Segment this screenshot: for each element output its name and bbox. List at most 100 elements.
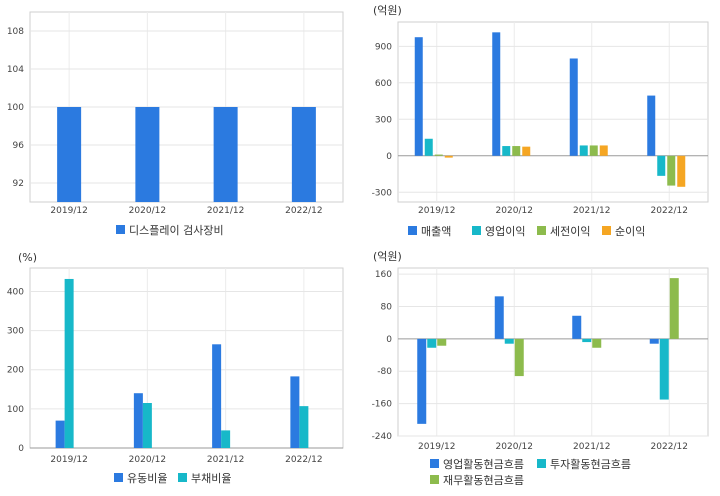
chart-panel-tl: 92 96 100 104 108 2019/12 2020/12 2021/12 2022/1…: [7, 11, 344, 237]
bar-2-2022-12: [657, 155, 666, 176]
x-tick-label: 2019/12: [418, 206, 455, 216]
axis-unit-label: (%): [18, 251, 37, 264]
chart-panel-bl: 0 100 200 300 400 (%) 2019/12 2020/12 2021/12 202…: [7, 251, 344, 485]
bar-1-2020-12: [135, 107, 160, 202]
y-tick-label: 92: [13, 179, 24, 189]
bar-1-2020-12: [494, 296, 504, 339]
legend-label: 부채비율: [191, 472, 231, 485]
y-tick-label: 0: [386, 335, 392, 345]
axis-unit-label: (억원): [373, 4, 402, 17]
legend-label: 세전이익: [550, 225, 590, 238]
bar-3-2022-12: [667, 155, 676, 186]
y-tick-label: -240: [372, 432, 393, 442]
bar-1-2020-12: [492, 32, 501, 156]
bar-3-2019-12: [437, 338, 447, 346]
bar-4-2022-12: [677, 155, 686, 187]
bar-3-2021-12: [589, 145, 598, 156]
bar-1-2022-12: [649, 338, 659, 344]
y-tick-label: 100: [7, 103, 24, 113]
legend-label: 디스플레이 검사장비: [129, 224, 224, 237]
legend-swatch: [472, 226, 481, 235]
bar-1-2019-12: [55, 420, 65, 448]
bar-2-2019-12: [424, 138, 433, 156]
bar-2-2021-12: [582, 338, 592, 343]
y-tick-label: -300: [372, 188, 393, 198]
bar-2-2020-12: [142, 403, 152, 448]
x-tick-label: 2019/12: [418, 442, 455, 452]
bar-3-2022-12: [669, 278, 679, 339]
bar-1-2019-12: [417, 338, 427, 424]
y-tick-label: 108: [7, 27, 24, 37]
legend-label: 재무활동현금흐름: [443, 473, 524, 487]
bar-3-2020-12: [514, 338, 524, 377]
x-tick-label: 2020/12: [496, 442, 533, 452]
legend-label: 매출액: [421, 225, 451, 238]
y-tick-label: -160: [372, 400, 393, 410]
bar-1-2019-12: [57, 107, 82, 202]
x-tick-label: 2020/12: [496, 206, 533, 216]
legend-swatch: [537, 226, 546, 235]
legend-swatch: [602, 226, 611, 235]
chart-panel-tr: -300 0 300 600 900 (억원) 2019/12 2020/12 2021/12 2…: [372, 4, 709, 238]
bar-4-2020-12: [522, 146, 531, 156]
legend-label: 영업이익: [485, 225, 525, 238]
y-tick-label: 300: [375, 115, 392, 125]
legend-label: 투자활동현금흐름: [550, 457, 631, 471]
legend-swatch: [114, 473, 123, 482]
y-tick-label: 300: [7, 327, 24, 337]
bar-4-2019-12: [444, 155, 453, 158]
bar-1-2022-12: [647, 95, 656, 156]
x-tick-label: 2022/12: [285, 206, 322, 216]
bar-1-2022-12: [291, 107, 316, 202]
y-tick-label: 0: [18, 444, 24, 454]
y-tick-label: 0: [386, 152, 392, 162]
y-tick-label: 400: [7, 287, 24, 297]
x-tick-label: 2019/12: [50, 455, 87, 465]
bar-3-2020-12: [512, 146, 521, 156]
bar-1-2019-12: [414, 37, 423, 156]
bar-2-2021-12: [579, 145, 588, 156]
bar-2-2020-12: [502, 146, 511, 156]
legend-label: 영업활동현금흐름: [443, 457, 524, 471]
y-tick-label: 600: [375, 79, 392, 89]
plot-frame: [397, 267, 709, 437]
bar-2-2021-12: [221, 430, 231, 448]
x-tick-label: 2021/12: [207, 206, 244, 216]
chart-panel-br: -240 -160 -80 0 80 160 (억원) 2019/12 2020/12 2021/…: [372, 250, 709, 487]
x-tick-label: 2019/12: [50, 206, 87, 216]
y-tick-label: -80: [377, 367, 392, 377]
y-tick-label: 96: [13, 141, 25, 151]
bar-2-2019-12: [427, 338, 437, 348]
x-tick-label: 2022/12: [651, 206, 688, 216]
y-tick-label: 80: [381, 302, 393, 312]
bar-1-2021-12: [212, 344, 222, 448]
bar-2-2022-12: [659, 338, 669, 400]
bar-3-2021-12: [592, 338, 602, 348]
bar-1-2021-12: [572, 315, 582, 339]
y-tick-label: 200: [7, 366, 24, 376]
y-tick-label: 900: [375, 42, 392, 52]
legend-label: 유동비율: [127, 472, 167, 485]
bar-2-2019-12: [64, 278, 74, 448]
x-tick-label: 2021/12: [573, 206, 610, 216]
legend-swatch: [178, 473, 187, 482]
x-tick-label: 2020/12: [129, 455, 166, 465]
legend-swatch: [430, 459, 439, 468]
plot-frame: [397, 21, 709, 203]
axis-unit-label: (억원): [373, 250, 402, 263]
x-tick-label: 2021/12: [573, 442, 610, 452]
x-tick-label: 2020/12: [129, 206, 166, 216]
y-tick-label: 160: [375, 270, 392, 280]
legend-swatch: [430, 475, 439, 484]
y-tick-label: 104: [7, 65, 24, 75]
legend-label: 순이익: [615, 225, 645, 238]
bar-1-2021-12: [569, 58, 578, 156]
y-tick-label: 100: [7, 405, 24, 415]
bar-4-2021-12: [599, 145, 608, 156]
x-tick-label: 2022/12: [285, 455, 322, 465]
bar-1-2021-12: [213, 107, 238, 202]
bar-3-2019-12: [434, 154, 443, 156]
bar-1-2020-12: [133, 393, 143, 448]
bar-2-2020-12: [504, 338, 514, 344]
